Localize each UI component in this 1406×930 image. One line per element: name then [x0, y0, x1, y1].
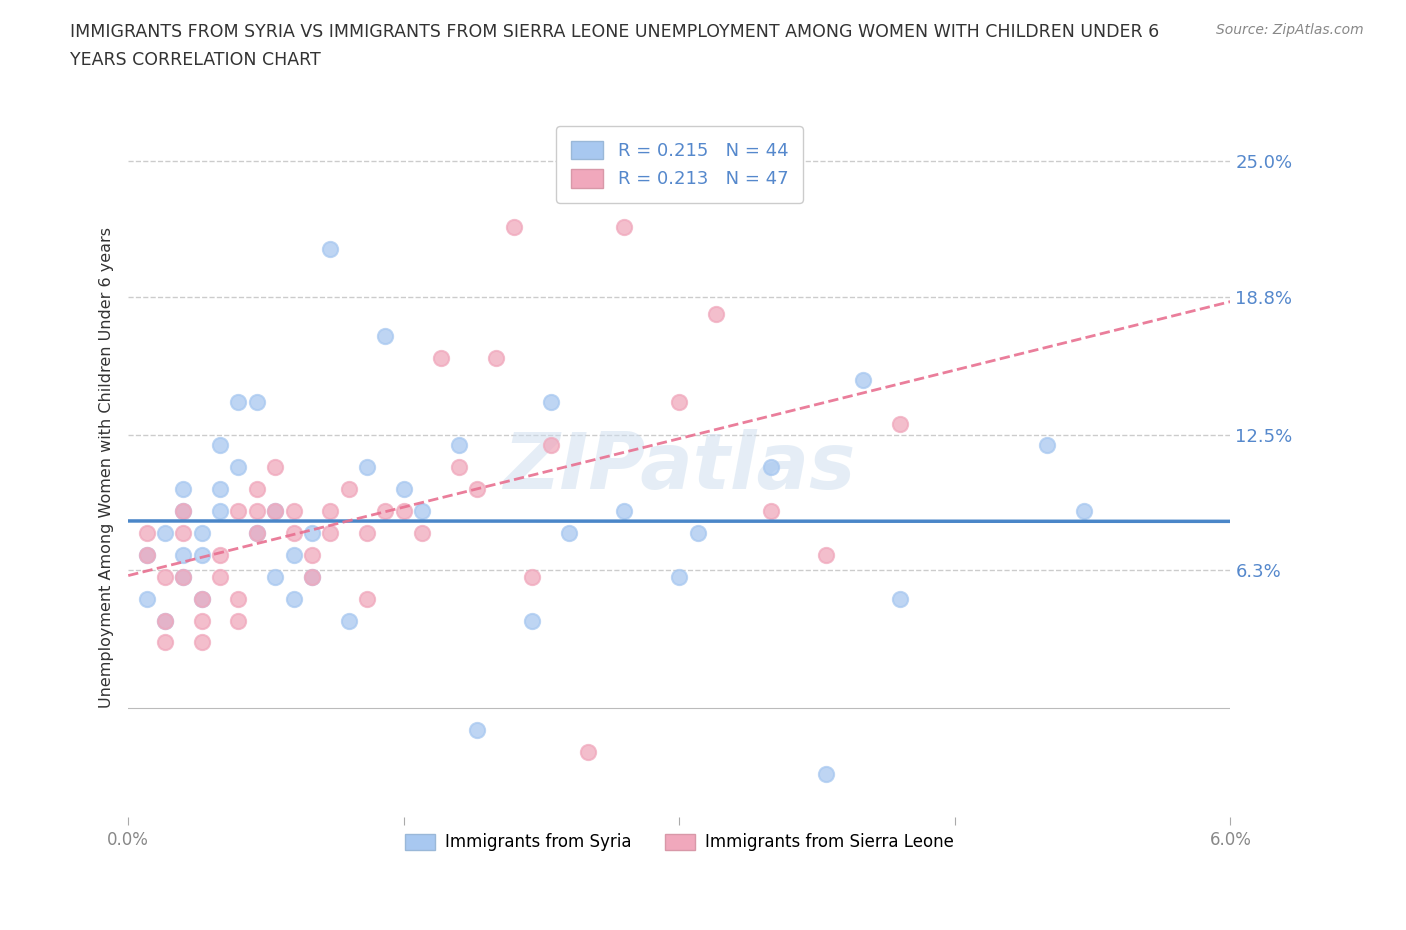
Point — [283, 548, 305, 563]
Point — [228, 591, 250, 606]
Point — [447, 460, 470, 475]
Point — [135, 591, 157, 606]
Point — [319, 504, 342, 519]
Text: Source: ZipAtlas.com: Source: ZipAtlas.com — [1216, 23, 1364, 37]
Point — [172, 504, 194, 519]
Point — [337, 613, 360, 628]
Point — [209, 438, 232, 453]
Point — [465, 482, 488, 497]
Y-axis label: Unemployment Among Women with Children Under 6 years: Unemployment Among Women with Children U… — [100, 227, 114, 708]
Point — [209, 482, 232, 497]
Point — [209, 569, 232, 584]
Point — [374, 504, 396, 519]
Point — [668, 394, 690, 409]
Point — [301, 525, 323, 540]
Point — [172, 504, 194, 519]
Point — [392, 482, 415, 497]
Point — [264, 569, 287, 584]
Point — [190, 525, 212, 540]
Point — [153, 613, 176, 628]
Point — [246, 482, 269, 497]
Point — [153, 569, 176, 584]
Point — [172, 525, 194, 540]
Point — [153, 525, 176, 540]
Point — [209, 504, 232, 519]
Point — [503, 219, 526, 234]
Point — [485, 351, 508, 365]
Point — [228, 613, 250, 628]
Point — [228, 504, 250, 519]
Point — [815, 548, 838, 563]
Point — [704, 307, 727, 322]
Point — [686, 525, 709, 540]
Point — [465, 723, 488, 737]
Point — [576, 744, 599, 759]
Point — [135, 548, 157, 563]
Point — [337, 482, 360, 497]
Point — [172, 569, 194, 584]
Point — [153, 635, 176, 650]
Point — [264, 504, 287, 519]
Point — [246, 394, 269, 409]
Point — [264, 504, 287, 519]
Point — [356, 525, 378, 540]
Point — [246, 525, 269, 540]
Point — [190, 613, 212, 628]
Point — [301, 569, 323, 584]
Point — [135, 548, 157, 563]
Point — [522, 613, 544, 628]
Point — [613, 219, 636, 234]
Point — [889, 591, 911, 606]
Legend: Immigrants from Syria, Immigrants from Sierra Leone: Immigrants from Syria, Immigrants from S… — [398, 827, 960, 858]
Point — [429, 351, 451, 365]
Point — [522, 569, 544, 584]
Point — [301, 548, 323, 563]
Point — [852, 372, 875, 387]
Point — [411, 525, 433, 540]
Point — [815, 766, 838, 781]
Point — [1073, 504, 1095, 519]
Point — [319, 525, 342, 540]
Point — [301, 569, 323, 584]
Point — [540, 394, 562, 409]
Point — [190, 548, 212, 563]
Point — [190, 635, 212, 650]
Point — [392, 504, 415, 519]
Point — [319, 241, 342, 256]
Point — [356, 460, 378, 475]
Point — [283, 591, 305, 606]
Point — [374, 328, 396, 343]
Point — [172, 569, 194, 584]
Point — [613, 504, 636, 519]
Point — [283, 525, 305, 540]
Point — [283, 504, 305, 519]
Point — [209, 548, 232, 563]
Point — [889, 416, 911, 431]
Point — [411, 504, 433, 519]
Point — [356, 591, 378, 606]
Point — [540, 438, 562, 453]
Point — [558, 525, 581, 540]
Point — [246, 525, 269, 540]
Point — [1035, 438, 1057, 453]
Point — [153, 613, 176, 628]
Point — [264, 460, 287, 475]
Point — [761, 460, 783, 475]
Text: YEARS CORRELATION CHART: YEARS CORRELATION CHART — [70, 51, 321, 69]
Point — [668, 569, 690, 584]
Point — [190, 591, 212, 606]
Point — [190, 591, 212, 606]
Text: ZIPatlas: ZIPatlas — [503, 430, 855, 505]
Point — [228, 460, 250, 475]
Point — [246, 504, 269, 519]
Point — [447, 438, 470, 453]
Point — [172, 548, 194, 563]
Point — [761, 504, 783, 519]
Point — [135, 525, 157, 540]
Point — [228, 394, 250, 409]
Text: IMMIGRANTS FROM SYRIA VS IMMIGRANTS FROM SIERRA LEONE UNEMPLOYMENT AMONG WOMEN W: IMMIGRANTS FROM SYRIA VS IMMIGRANTS FROM… — [70, 23, 1160, 41]
Point — [172, 482, 194, 497]
